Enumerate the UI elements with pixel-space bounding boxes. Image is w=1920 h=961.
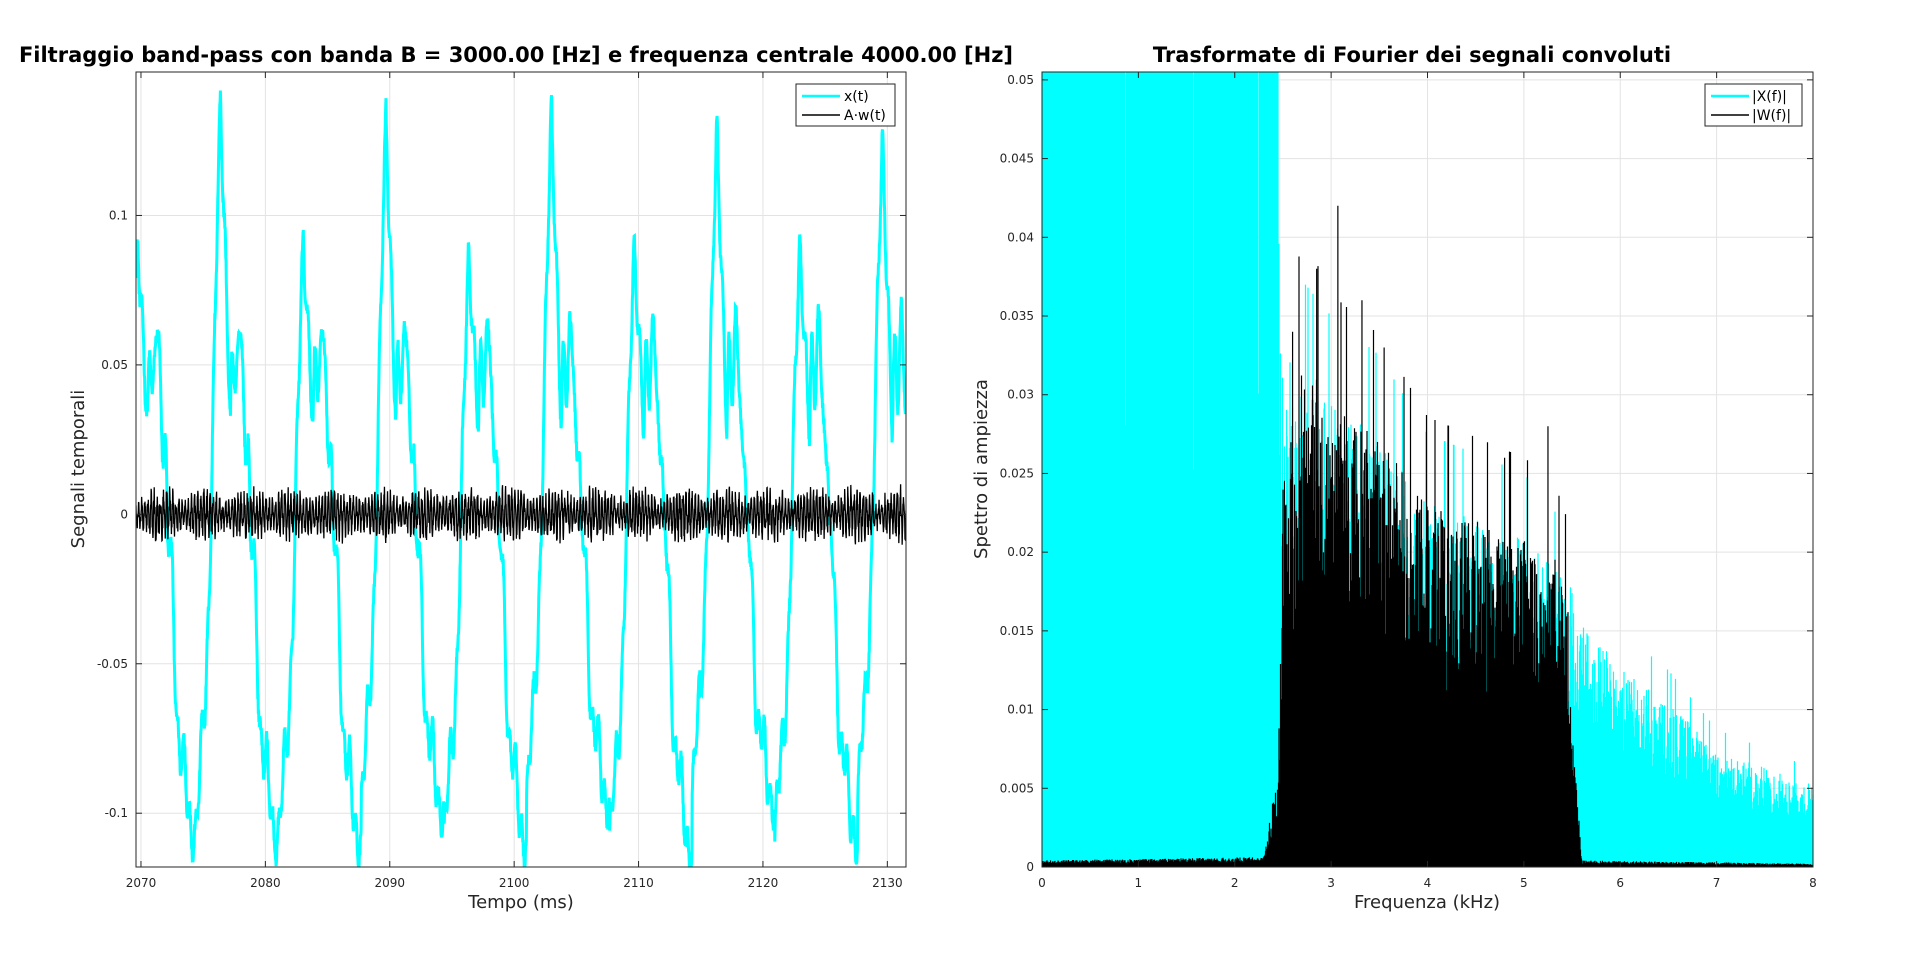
y-tick-label: 0.02: [1007, 545, 1034, 559]
y-tick-label: 0.05: [1007, 73, 1034, 87]
x-tick-label: 6: [1616, 876, 1624, 890]
spectrum-plot-xlabel: Frequenza (kHz): [1354, 892, 1500, 913]
time-plot-title: Filtraggio band-pass con banda B = 3000.…: [19, 43, 1013, 67]
spectrum-axes: Trasformate di Fourier dei segnali convo…: [971, 43, 1817, 913]
y-tick-label: 0.01: [1007, 703, 1034, 717]
y-tick-label: 0.04: [1007, 230, 1034, 244]
y-tick-label: 0.015: [1000, 624, 1034, 638]
spectrum-plot-ticks: 0 1 2 3 4 5 6 7 8 0 0.005 0.01 0.015 0.02 0.025 0.03 0.0…: [1000, 72, 1817, 890]
x-tick-label: 2070: [126, 876, 157, 890]
y-tick-label: -0.05: [97, 657, 128, 671]
legend-label-W: |W(f)|: [1752, 108, 1791, 124]
time-legend-box: [795, 83, 896, 127]
x-tick-label: 3: [1327, 876, 1335, 890]
y-tick-label: 0.05: [101, 358, 128, 372]
x-tick-label: 0: [1038, 876, 1046, 890]
spectrum-plot-series: [1042, 72, 1813, 867]
spectrum-legend-box: [1704, 83, 1803, 127]
y-tick-label: 0: [1026, 860, 1034, 874]
time-plot-ticks: 2070 2080 2090 2100 2110 2120 2130 -0.1 -0.05 0 0.…: [97, 72, 906, 890]
y-tick-label: -0.1: [105, 806, 128, 820]
x-tick-label: 2110: [623, 876, 654, 890]
x-tick-label: 2130: [872, 876, 903, 890]
legend-label-aw: A·w(t): [844, 108, 886, 124]
time-plot-series: [136, 90, 906, 867]
y-tick-label: 0.025: [1000, 466, 1034, 480]
x-tick-label: 8: [1809, 876, 1817, 890]
x-tick-label: 2100: [499, 876, 530, 890]
x-tick-label: 2: [1231, 876, 1239, 890]
series-a-w-t: [136, 484, 906, 545]
spectrum-plot-title: Trasformate di Fourier dei segnali convo…: [1153, 43, 1671, 67]
time-plot-legend: x(t) A·w(t): [795, 83, 896, 127]
series-W-f: [1042, 205, 1813, 867]
x-tick-label: 4: [1424, 876, 1432, 890]
time-plot-area: [136, 72, 906, 867]
y-tick-label: 0: [120, 507, 128, 521]
x-tick-label: 7: [1713, 876, 1721, 890]
x-tick-label: 5: [1520, 876, 1528, 890]
spectrum-plot-legend: |X(f)| |W(f)|: [1704, 83, 1803, 127]
y-tick-label: 0.1: [109, 208, 128, 222]
y-tick-label: 0.03: [1007, 388, 1034, 402]
x-tick-label: 2090: [374, 876, 405, 890]
y-tick-label: 0.035: [1000, 309, 1034, 323]
x-tick-label: 2120: [748, 876, 779, 890]
y-tick-label: 0.005: [1000, 781, 1034, 795]
time-plot-xlabel: Tempo (ms): [467, 892, 574, 913]
time-signal-axes: Filtraggio band-pass con banda B = 3000.…: [19, 43, 1013, 913]
time-plot-frame: [135, 71, 907, 868]
series-x-t: [136, 90, 906, 867]
spectrum-plot-ylabel: Spettro di ampiezza: [971, 379, 992, 559]
time-plot-ylabel: Segnali temporali: [68, 390, 89, 549]
legend-label-X: |X(f)|: [1752, 89, 1787, 105]
legend-label-x: x(t): [844, 89, 869, 105]
y-tick-label: 0.045: [1000, 152, 1034, 166]
x-tick-label: 1: [1135, 876, 1143, 890]
x-tick-label: 2080: [250, 876, 281, 890]
